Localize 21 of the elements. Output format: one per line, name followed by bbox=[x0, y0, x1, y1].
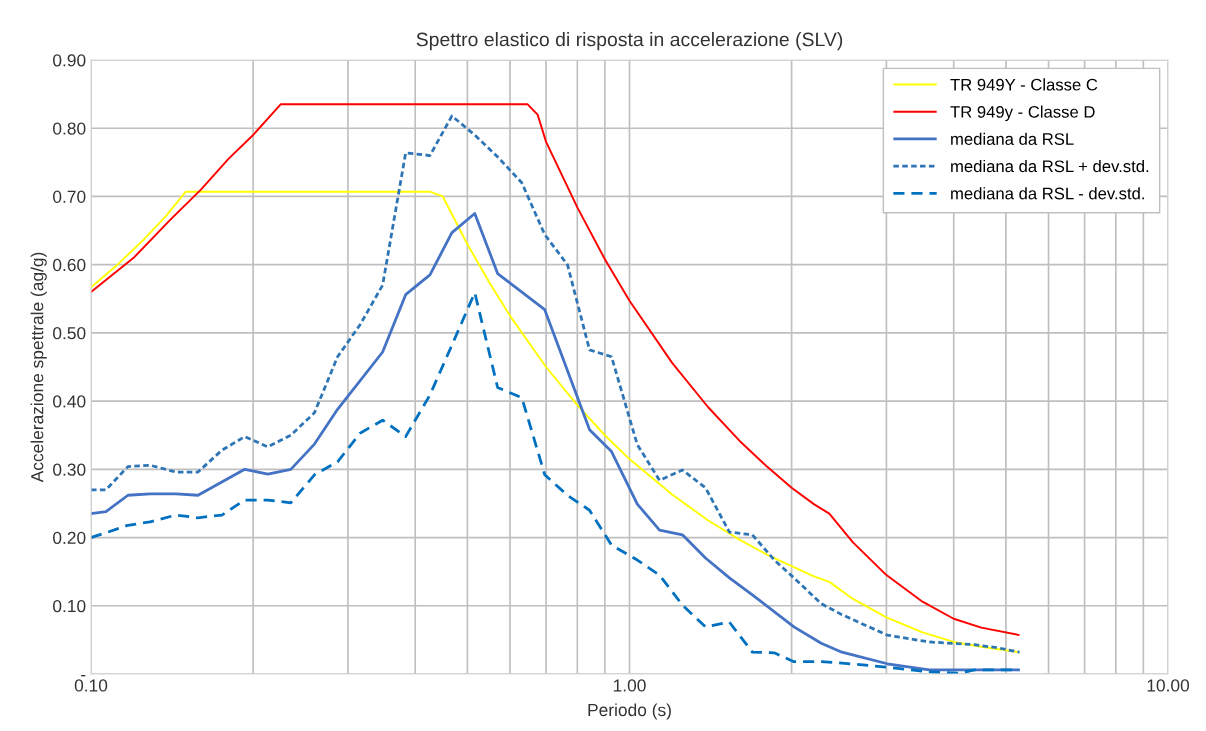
y-tick-label: 0.30 bbox=[53, 463, 86, 476]
legend-label: mediana da RSL bbox=[951, 132, 1074, 145]
y-tick-label: 0.20 bbox=[53, 531, 86, 545]
y-tick-label: 0.90 bbox=[53, 54, 86, 67]
x-tick-label: 0.10 bbox=[74, 679, 108, 692]
legend-label: TR 949Y - Classe C bbox=[950, 78, 1098, 91]
y-tick-label: 0.80 bbox=[53, 122, 86, 135]
y-tick-label: 0.60 bbox=[53, 258, 86, 272]
legend-label: mediana da RSL - dev.std. bbox=[951, 187, 1144, 200]
y-tick-label: 0.70 bbox=[53, 190, 86, 203]
x-tick-label: 10.00 bbox=[1147, 679, 1190, 692]
chart-title: Spettro elastico di risposta in accelerazione (SLV) bbox=[416, 32, 843, 51]
y-tick-label: 0.40 bbox=[53, 395, 86, 408]
y-tick-label: 0.50 bbox=[53, 327, 86, 340]
x-tick-label: 1.00 bbox=[613, 679, 646, 692]
legend-label: mediana da RSL + dev.std. bbox=[951, 159, 1149, 173]
y-axis-title: Accelerazione spettrale (ag/g) bbox=[30, 252, 47, 483]
y-tick-label: - bbox=[81, 675, 86, 677]
legend-label: TR 949y - Classe D bbox=[950, 105, 1095, 122]
x-axis-title: Periodo (s) bbox=[588, 703, 671, 720]
y-tick-label: 0.10 bbox=[53, 599, 86, 613]
